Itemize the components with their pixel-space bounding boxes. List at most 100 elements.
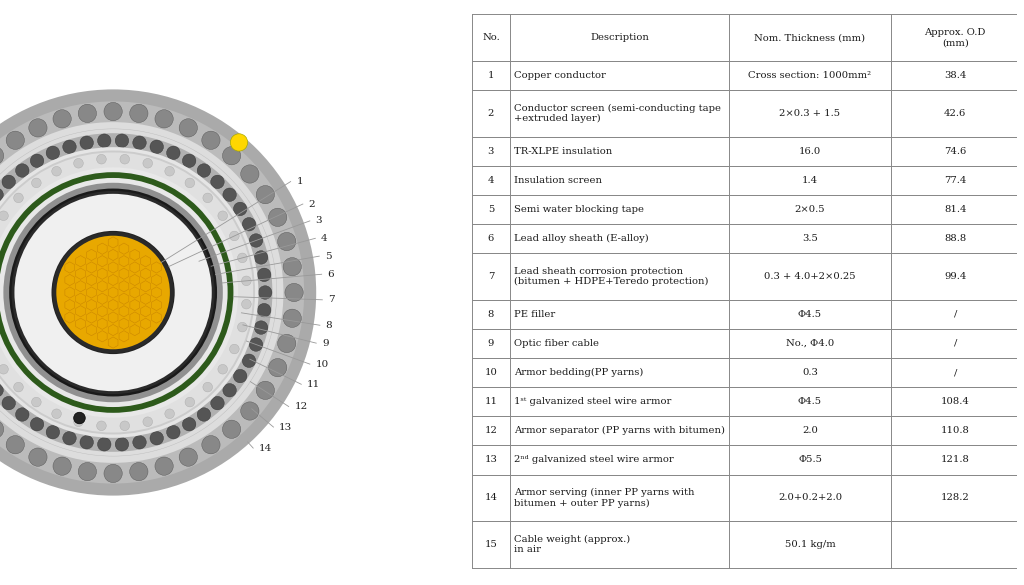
Text: 88.8: 88.8	[944, 234, 967, 243]
Circle shape	[283, 309, 301, 328]
Circle shape	[238, 322, 247, 332]
Text: 12: 12	[295, 402, 307, 411]
Circle shape	[0, 211, 8, 221]
Text: Φ4.5: Φ4.5	[798, 310, 822, 319]
Circle shape	[249, 338, 263, 351]
Circle shape	[257, 304, 271, 317]
Text: Lead alloy sheath (E-alloy): Lead alloy sheath (E-alloy)	[514, 234, 649, 243]
Circle shape	[9, 188, 217, 397]
Text: 2ⁿᵈ galvanized steel wire armor: 2ⁿᵈ galvanized steel wire armor	[514, 456, 674, 464]
Text: Φ4.5: Φ4.5	[798, 397, 822, 406]
Circle shape	[51, 231, 175, 354]
Circle shape	[185, 397, 195, 407]
Circle shape	[167, 146, 180, 160]
Circle shape	[31, 154, 44, 167]
Circle shape	[74, 159, 83, 168]
Circle shape	[179, 448, 198, 466]
Circle shape	[11, 191, 215, 394]
Circle shape	[130, 104, 148, 122]
Text: 5: 5	[325, 252, 332, 261]
Text: 15: 15	[484, 540, 498, 549]
Circle shape	[211, 397, 224, 410]
Circle shape	[104, 464, 122, 483]
Text: Φ5.5: Φ5.5	[798, 456, 822, 464]
Circle shape	[179, 119, 198, 137]
Circle shape	[256, 185, 274, 204]
Circle shape	[0, 147, 4, 165]
Text: 2: 2	[308, 199, 315, 208]
Text: 9: 9	[487, 339, 495, 348]
Text: TR-XLPE insulation: TR-XLPE insulation	[514, 147, 612, 156]
Text: 1ˢᵗ galvanized steel wire armor: 1ˢᵗ galvanized steel wire armor	[514, 397, 672, 406]
Circle shape	[53, 457, 72, 475]
Circle shape	[133, 436, 146, 449]
Text: Semi water blocking tape: Semi water blocking tape	[514, 205, 644, 214]
Text: 11: 11	[307, 380, 321, 389]
Circle shape	[278, 232, 296, 250]
Circle shape	[202, 436, 220, 454]
Circle shape	[230, 134, 248, 151]
Text: 10: 10	[484, 368, 498, 377]
Circle shape	[254, 321, 268, 334]
Text: Armor bedding(PP yarns): Armor bedding(PP yarns)	[514, 368, 644, 377]
Circle shape	[155, 457, 173, 475]
Circle shape	[258, 285, 272, 300]
Text: 1: 1	[487, 71, 495, 80]
Circle shape	[241, 402, 259, 420]
Circle shape	[120, 421, 130, 431]
Text: 2: 2	[487, 109, 495, 118]
Circle shape	[150, 140, 164, 153]
Text: 6: 6	[328, 270, 334, 279]
Text: 2.0+0.2+2.0: 2.0+0.2+2.0	[778, 493, 842, 503]
Circle shape	[32, 178, 41, 188]
Text: 16.0: 16.0	[799, 147, 821, 156]
Circle shape	[130, 463, 148, 481]
Circle shape	[268, 208, 287, 226]
Circle shape	[238, 253, 247, 263]
Circle shape	[218, 211, 227, 221]
Circle shape	[3, 183, 223, 402]
Circle shape	[0, 188, 3, 201]
Text: 7: 7	[328, 295, 335, 304]
Circle shape	[0, 178, 227, 407]
Text: 13: 13	[280, 422, 293, 432]
Text: Cross section: 1000mm²: Cross section: 1000mm²	[749, 71, 871, 80]
Circle shape	[96, 154, 106, 164]
Text: 2.0: 2.0	[802, 426, 818, 435]
Text: 74.6: 74.6	[944, 147, 967, 156]
Circle shape	[198, 164, 211, 177]
Circle shape	[218, 364, 227, 374]
Text: 0.3: 0.3	[802, 368, 818, 377]
Circle shape	[243, 354, 256, 367]
Text: 2×0.3 + 1.5: 2×0.3 + 1.5	[779, 109, 841, 118]
Circle shape	[2, 397, 15, 410]
Circle shape	[143, 417, 153, 426]
Text: Nom. Thickness (mm): Nom. Thickness (mm)	[755, 33, 865, 42]
Text: 10: 10	[315, 360, 329, 369]
Circle shape	[283, 257, 301, 276]
Circle shape	[74, 412, 85, 424]
Text: 3.5: 3.5	[802, 234, 818, 243]
Circle shape	[268, 359, 287, 377]
Text: Optic fiber cable: Optic fiber cable	[514, 339, 599, 348]
Circle shape	[15, 408, 29, 421]
Text: 1: 1	[296, 177, 303, 186]
Circle shape	[0, 167, 239, 418]
Circle shape	[46, 425, 59, 439]
Circle shape	[167, 425, 180, 439]
Circle shape	[198, 408, 211, 421]
Text: 14: 14	[259, 443, 272, 453]
Circle shape	[242, 300, 251, 309]
Text: Armor serving (inner PP yarns with
bitumen + outer PP yarns): Armor serving (inner PP yarns with bitum…	[514, 488, 695, 508]
Circle shape	[6, 436, 25, 454]
Text: 38.4: 38.4	[944, 71, 967, 80]
Circle shape	[165, 166, 174, 176]
Circle shape	[229, 231, 240, 241]
Circle shape	[0, 147, 258, 438]
Circle shape	[0, 172, 233, 413]
Circle shape	[0, 153, 253, 432]
Text: /: /	[953, 368, 956, 377]
Text: 128.2: 128.2	[941, 493, 970, 503]
Circle shape	[233, 202, 247, 216]
Text: PE filler: PE filler	[514, 310, 556, 319]
